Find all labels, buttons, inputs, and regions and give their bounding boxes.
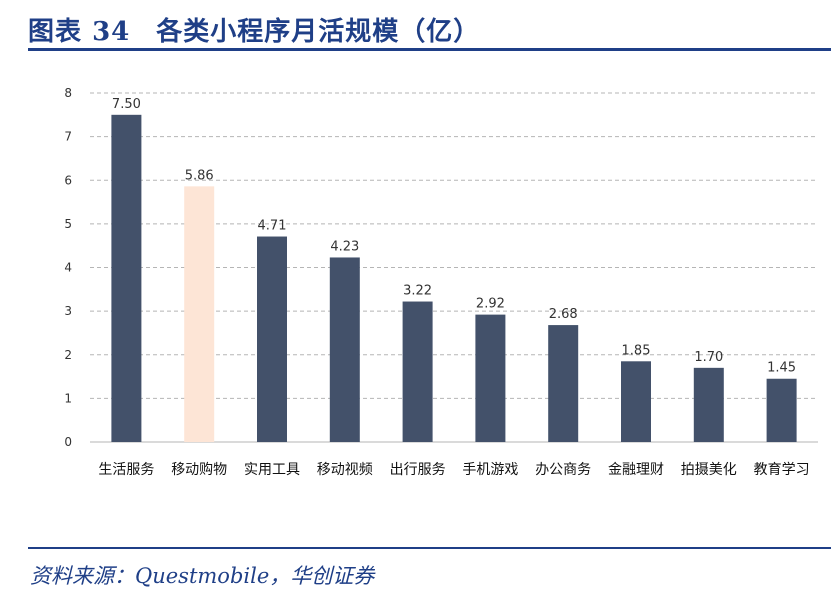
y-tick-label: 5: [64, 217, 72, 231]
category-label: 手机游戏: [462, 462, 518, 478]
y-tick-label: 0: [64, 435, 72, 449]
category-label: 生活服务: [98, 462, 154, 478]
y-tick-label: 6: [64, 173, 72, 187]
bar: [475, 314, 506, 442]
bar: [329, 257, 360, 442]
bar: [766, 378, 797, 442]
value-label: 2.92: [476, 297, 505, 312]
y-tick-label: 3: [64, 304, 72, 318]
bar: [621, 361, 651, 442]
category-label: 移动视频: [317, 462, 373, 478]
category-label: 办公商务: [535, 462, 591, 478]
bar: [111, 114, 142, 442]
source-divider: [28, 547, 831, 549]
y-tick-label: 2: [64, 348, 72, 362]
value-label: 4.23: [330, 239, 359, 254]
category-label: 实用工具: [244, 462, 300, 478]
x-axis-categories: 生活服务 移动购物 实用工具 移动视频 出行服务 手机游戏 办公商务 金融理财 拍摄美化 教育学习: [98, 462, 809, 478]
value-label: 1.85: [622, 343, 651, 358]
bar: [548, 325, 579, 442]
bar: [402, 301, 433, 442]
value-label: 5.86: [185, 168, 214, 183]
y-tick-label: 8: [64, 86, 72, 100]
value-label: 7.50: [112, 97, 141, 112]
bar: [257, 236, 287, 442]
bar: [693, 367, 724, 442]
value-label: 2.68: [549, 307, 578, 322]
figure-title-text: 各类小程序月活规模（亿）: [156, 17, 481, 47]
y-axis-ticks: 0 1 2 3 4 5 6 7 8: [64, 86, 72, 449]
y-tick-label: 1: [64, 391, 72, 405]
figure-number: 34: [92, 17, 131, 47]
value-label: 1.45: [767, 361, 796, 376]
category-label: 移动购物: [171, 462, 227, 478]
figure-title-bar: 图表 34 各类小程序月活规模（亿）: [28, 8, 831, 51]
category-label: 金融理财: [608, 462, 664, 478]
category-label: 教育学习: [754, 462, 810, 478]
bars: [111, 114, 797, 442]
figure-label: 图表: [28, 17, 83, 47]
y-tick-label: 7: [64, 130, 72, 144]
figure-title: 图表 34 各类小程序月活规模（亿）: [28, 11, 480, 48]
value-labels: 7.50 5.86 4.71 4.23 3.22 2.92 2.68 1.85 1.70 1.45: [112, 97, 796, 376]
value-label: 3.22: [403, 284, 432, 299]
value-label: 1.70: [694, 350, 723, 365]
value-label: 4.71: [258, 219, 287, 234]
source-note: 资料来源：Questmobile，华创证券: [30, 564, 375, 588]
bar-chart: 0 1 2 3 4 5 6 7 8 7.50 5.86 4.71 4.23 3.22 2.92 2.68 1.…: [64, 86, 818, 478]
category-label: 拍摄美化: [681, 462, 737, 478]
y-tick-label: 4: [64, 261, 72, 275]
category-label: 出行服务: [390, 462, 446, 478]
bar: [184, 186, 215, 442]
